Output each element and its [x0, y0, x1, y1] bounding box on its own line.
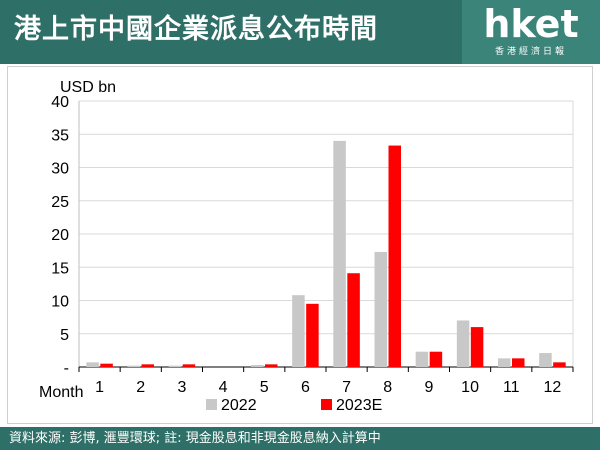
- x-tick-label: 11: [503, 379, 520, 396]
- bar-2022-month-7: [333, 140, 346, 367]
- brand-logo-box: hket 香港經濟日報: [462, 0, 600, 64]
- source-note: 資料來源: 彭博, 滙豐環球; 註: 現金股息和非現金股息納入計算中: [0, 427, 600, 450]
- x-tick-label: 9: [424, 379, 433, 396]
- chart-frame: -5 10 15 20 25 30 35 40 USD bn 1 2 3 4 5 6 7 8 9 10 11 12 Mon…: [7, 66, 593, 424]
- x-tick-label: 4: [219, 379, 228, 396]
- x-tick-label: 7: [342, 379, 351, 396]
- bar-2022-month-1: [86, 362, 99, 367]
- bar-2022-month-9: [415, 351, 429, 367]
- y-tick-label: 20: [51, 227, 69, 244]
- bar-2023E-month-9: [429, 351, 443, 367]
- legend-label-2022: 2022: [221, 397, 257, 414]
- bar-2022-month-10: [456, 320, 470, 367]
- y-unit-label: USD bn: [60, 79, 116, 96]
- y-tick-label: 15: [51, 260, 69, 277]
- x-tick-label: 1: [95, 379, 104, 396]
- header-banner: 港上市中國企業派息公布時間 hket 香港經濟日報: [0, 0, 600, 64]
- bar-2023E-month-5: [265, 364, 278, 367]
- bar-2022-month-11: [498, 358, 511, 367]
- y-tick-label: 25: [51, 194, 69, 211]
- x-axis-label: Month: [39, 384, 83, 401]
- x-tick-label: 3: [177, 379, 186, 396]
- bar-2022-month-5: [251, 365, 264, 367]
- bar-2023E-month-3: [182, 364, 196, 367]
- bar-2022-month-8: [374, 251, 387, 367]
- y-tick-label: 35: [51, 127, 69, 144]
- x-tick-label: 12: [544, 379, 562, 396]
- bar-2022-month-3: [168, 365, 182, 367]
- y-tick-label: -: [64, 360, 69, 377]
- y-tick-label: 30: [51, 161, 69, 178]
- bar-2023E-month-11: [512, 358, 525, 367]
- page-title: 港上市中國企業派息公布時間: [14, 14, 378, 45]
- bar-2022-month-12: [539, 353, 552, 367]
- x-tick-label: 8: [383, 379, 392, 396]
- bar-2023E-month-8: [388, 145, 401, 367]
- y-tick-label: 10: [51, 294, 69, 311]
- x-tick-label: 6: [301, 379, 310, 396]
- y-tick-label: 40: [51, 94, 69, 111]
- bar-2023E-month-6: [306, 303, 319, 367]
- bar-2023E-month-12: [553, 362, 566, 367]
- y-tick-label: 5: [60, 327, 69, 344]
- bar-2022-month-6: [292, 295, 305, 367]
- bar-2023E-month-10: [470, 327, 484, 367]
- x-tick-label: 10: [461, 379, 479, 396]
- x-tick-label: 5: [260, 379, 269, 396]
- bar-2023E-month-7: [347, 273, 360, 367]
- x-tick-label: 2: [136, 379, 145, 396]
- brand-logo: hket: [483, 2, 579, 46]
- brand-subtitle: 香港經濟日報: [494, 47, 567, 57]
- legend-label-2023E: 2023E: [336, 397, 382, 414]
- bar-2023E-month-1: [100, 363, 113, 367]
- bar-2022-month-2: [127, 365, 140, 367]
- legend-swatch-2023E: [321, 399, 332, 410]
- bar-2023E-month-2: [141, 364, 154, 367]
- legend-swatch-2022: [206, 399, 217, 410]
